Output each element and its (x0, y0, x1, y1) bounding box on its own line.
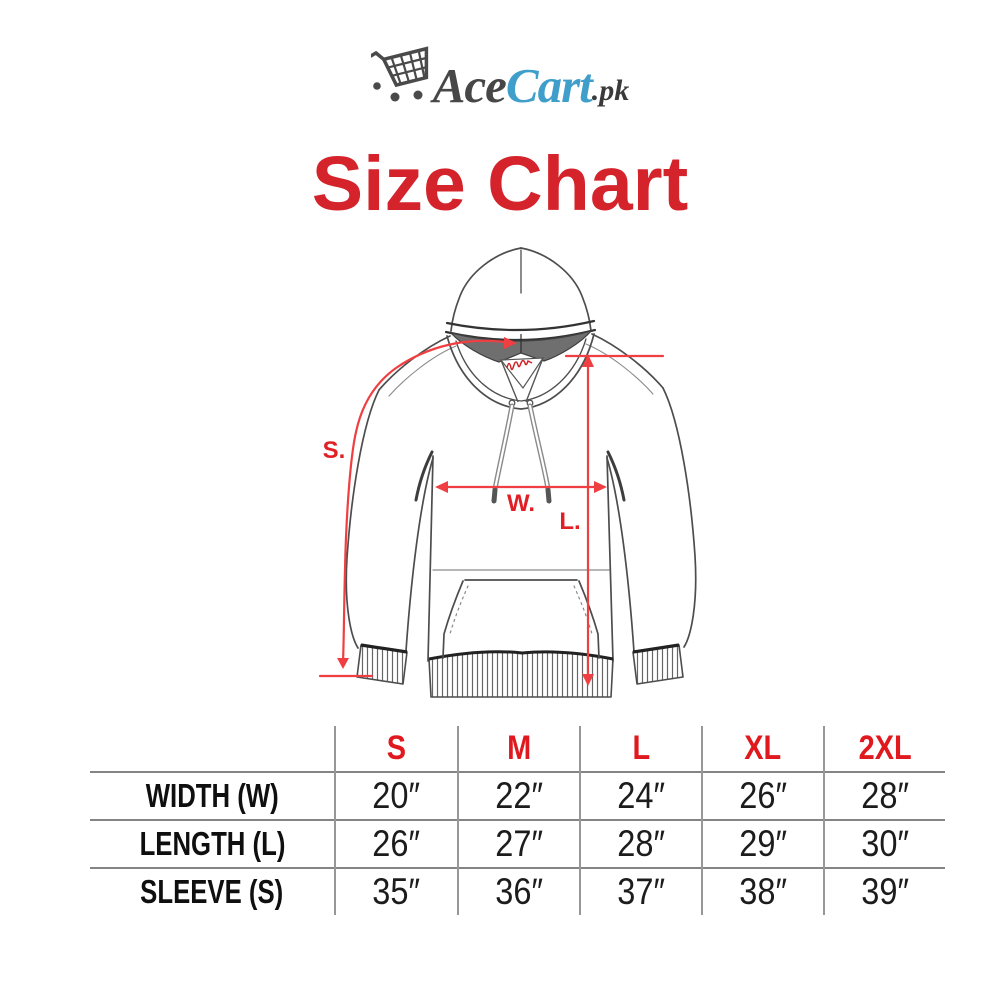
brand-logo: Ace Cart .pk (0, 42, 1000, 110)
sleeve-2xl: 39″ (824, 867, 945, 915)
brand-tld: .pk (591, 74, 630, 107)
page-title: Size Chart (311, 141, 689, 227)
size-table: S M L XL 2XL WIDTH (W) 20″ 22″ 24″ 26″ 2… (90, 726, 945, 915)
width-m: 22″ (458, 771, 581, 820)
size-header-xl: XL (702, 726, 825, 772)
row-label-width: WIDTH (W) (90, 771, 336, 820)
length-xl: 29″ (702, 819, 825, 868)
hood-lining (449, 329, 593, 403)
size-header-m: M (458, 726, 581, 772)
sleeve-xl: 38″ (702, 867, 825, 915)
width-2xl: 28″ (824, 771, 945, 820)
size-header-2xl: 2XL (858, 729, 912, 767)
hoodie-outline (345, 247, 697, 662)
size-header-l: L (580, 726, 703, 772)
length-2xl: 30″ (824, 819, 945, 868)
length-s: 26″ (335, 819, 459, 868)
table-row-width: WIDTH (W) 20″ 22″ 24″ 26″ 28″ (90, 771, 945, 820)
neck-brand-mark (506, 359, 533, 371)
table-row-sleeve: SLEEVE (S) 35″ 36″ 37″ 38″ 39″ (90, 867, 945, 915)
sleeve-l: 37″ (580, 867, 703, 915)
kangaroo-pocket (442, 579, 600, 659)
ribbed-cuffs-and-hem (356, 643, 684, 698)
width-s: 20″ (335, 771, 459, 820)
length-l: 28″ (580, 819, 703, 868)
brand-name-ace: Ace (432, 58, 507, 113)
width-measure-label: W. (507, 490, 535, 517)
sleeve-m: 36″ (458, 867, 581, 915)
sleeve-s: 35″ (335, 867, 459, 915)
width-l: 24″ (580, 771, 703, 820)
measurement-lines (318, 337, 665, 686)
length-m: 27″ (458, 819, 581, 868)
size-header-empty (90, 726, 336, 772)
size-table-header-row: S M L XL 2XL (90, 726, 945, 772)
table-row-length: LENGTH (L) 26″ 27″ 28″ 29″ 30″ (90, 819, 945, 868)
row-label-length: LENGTH (L) (90, 819, 336, 868)
length-measure-label: L. (559, 508, 580, 535)
drawstrings (491, 399, 552, 504)
row-label-sleeve: SLEEVE (S) (90, 867, 336, 915)
size-header-s: S (335, 726, 459, 772)
width-xl: 26″ (702, 771, 825, 820)
shopping-cart-icon (370, 46, 428, 102)
sleeve-measure-label: S. (323, 437, 346, 464)
brand-name-cart: Cart (505, 58, 593, 113)
